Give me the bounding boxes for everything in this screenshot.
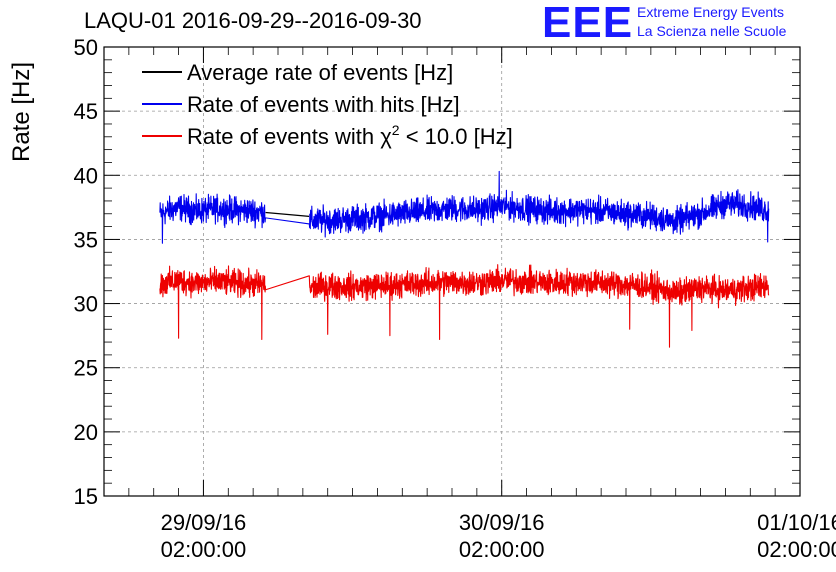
series-hits-line [159,170,770,244]
series-average-line [265,211,310,217]
y-tick-label: 20 [74,420,98,445]
legend-average-label: Average rate of events [Hz] [187,60,453,85]
y-tick-label: 25 [74,356,98,381]
chart-title: LAQU-01 2016-09-29--2016-09-30 [84,8,422,33]
y-tick-label: 45 [74,99,98,124]
legend-chi2-label: Rate of events with χ2 < 10.0 [Hz] [187,122,513,149]
axes: 152025303540455029/09/1602:00:0030/09/16… [74,35,836,562]
y-tick-label: 50 [74,35,98,60]
y-tick-label: 40 [74,163,98,188]
eee-logo: EEE [542,0,634,47]
x-tick-date-label: 01/10/16 [757,510,836,535]
y-tick-label: 30 [74,292,98,317]
series-group [159,170,770,348]
y-tick-label: 35 [74,227,98,252]
y-tick-label: 15 [74,484,98,509]
x-tick-date-label: 29/09/16 [161,510,247,535]
logo-line-1: Extreme Energy Events [637,4,785,20]
x-tick-time-label: 02:00:00 [459,537,545,562]
x-tick-time-label: 02:00:00 [161,537,247,562]
grid [104,47,801,496]
y-axis-label: Rate [Hz] [8,62,35,162]
x-tick-time-label: 02:00:00 [757,537,836,562]
x-tick-date-label: 30/09/16 [459,510,545,535]
legend-hits-label: Rate of events with hits [Hz] [187,92,460,117]
series-chi2-line [159,264,770,348]
legend: Average rate of events [Hz] Rate of event… [142,60,513,149]
logo-line-2: La Scienza nelle Scuole [637,23,787,39]
